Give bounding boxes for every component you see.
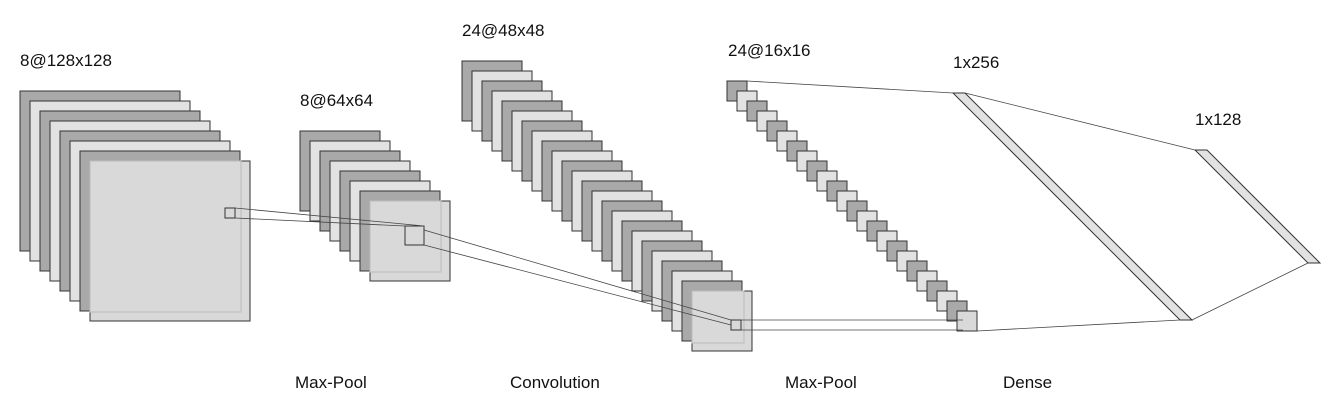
feature-map-16-24 (957, 311, 977, 331)
operation-label-max-pool-2: Max-Pool (785, 374, 857, 391)
operation-label-convolution: Convolution (510, 374, 600, 391)
block-label-24x48x48: 24@48x48 (462, 22, 545, 39)
operation-label-max-pool-1: Max-Pool (295, 374, 367, 391)
feature-map-stack-8x128x128 (20, 91, 250, 321)
dense-layers (953, 93, 1320, 320)
connector-line (747, 81, 953, 93)
kernel-box-pool-1 (225, 208, 235, 218)
feature-map-128-8 (90, 161, 250, 321)
block-label-8x128x128: 8@128x128 (20, 52, 112, 69)
block-label-8x64x64: 8@64x64 (300, 92, 373, 109)
kernel-box-conv-target (731, 320, 741, 330)
operation-label-dense: Dense (1003, 374, 1052, 391)
feature-map-stack-24x48x48 (462, 61, 752, 351)
dense-layer-1x256 (953, 93, 1192, 320)
feature-map-48-24 (692, 291, 752, 351)
feature-map-stack-24x16x16 (727, 81, 977, 331)
dense-layer-1x128 (1195, 150, 1320, 263)
block-label-1x128: 1x128 (1195, 111, 1241, 128)
connector-line (965, 93, 1195, 150)
block-label-1x256: 1x256 (953, 54, 999, 71)
block-label-24x16x16: 24@16x16 (728, 42, 811, 59)
kernel-box-conv-source (405, 226, 424, 245)
connector-line (1192, 263, 1308, 320)
connector-line (977, 320, 1180, 331)
feature-map-stack-8x64x64 (300, 131, 450, 281)
